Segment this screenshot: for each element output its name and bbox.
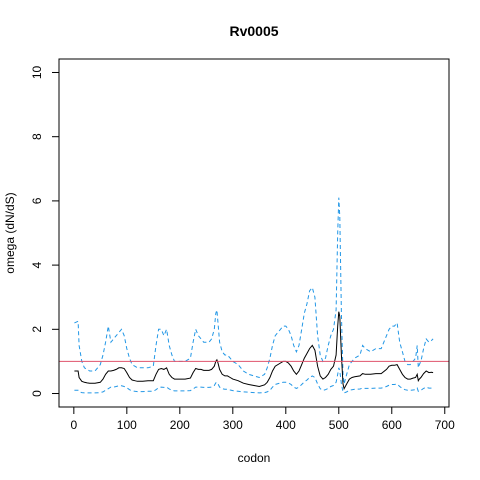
x-tick-label: 100: [117, 418, 137, 432]
x-tick-label: 600: [382, 418, 402, 432]
y-tick-label: 8: [30, 133, 44, 140]
x-tick-label: 300: [223, 418, 243, 432]
x-axis-label: codon: [238, 451, 271, 465]
plot-frame: [58, 58, 450, 408]
y-tick-label: 0: [30, 390, 44, 397]
x-tick-label: 700: [435, 418, 455, 432]
chart-title: Rv0005: [229, 23, 278, 39]
series-lower-line: [74, 367, 434, 394]
x-tick-label: 500: [329, 418, 349, 432]
series-layer: [74, 197, 434, 394]
x-tick-label: 400: [276, 418, 296, 432]
x-axis: 0 100 200 300 400 500 600 700: [70, 406, 455, 432]
x-tick-label: 0: [70, 418, 77, 432]
y-axis-label: omega (dN/dS): [3, 192, 17, 273]
series-mean-line: [74, 311, 434, 391]
y-tick-label: 10: [30, 65, 44, 79]
y-tick-label: 4: [30, 261, 44, 268]
series-upper-line: [74, 197, 434, 385]
x-tick-label: 200: [170, 418, 190, 432]
y-tick-label: 6: [30, 197, 44, 204]
y-axis: 0 2 4 6 8 10: [30, 65, 60, 397]
y-tick-label: 2: [30, 326, 44, 333]
